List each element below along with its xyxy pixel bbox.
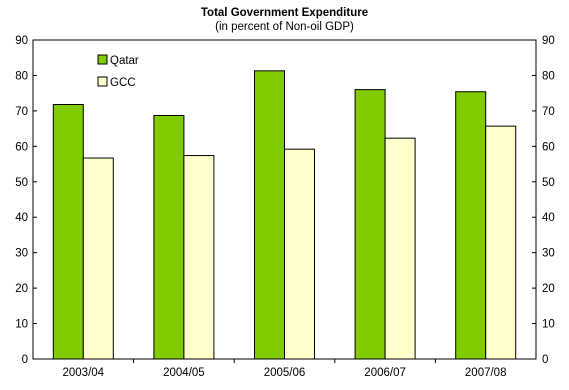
y-tick-label-left: 30: [15, 248, 28, 260]
y-tick-label-left: 60: [15, 141, 28, 153]
x-tick-label: 2004/05: [163, 367, 205, 379]
chart-title: Total Government Expenditure: [200, 7, 369, 19]
bar-gcc-2003-04: [82, 157, 114, 360]
bar-qatar-2007-08: [455, 91, 487, 360]
y-tick-label-left: 90: [15, 35, 28, 47]
y-tick-label-left: 0: [22, 354, 28, 366]
y-tick-label-left: 50: [15, 177, 28, 189]
y-tick-label-left: 70: [15, 106, 28, 118]
y-tick-label-right: 10: [542, 319, 555, 331]
legend: Qatar GCC: [97, 54, 139, 89]
y-tick-label-right: 90: [542, 35, 555, 47]
bar-qatar-2006-07: [354, 89, 386, 360]
bar-qatar-2004-05: [153, 114, 185, 360]
y-tick-label-left: 80: [15, 70, 28, 82]
x-tick-label: 2006/07: [364, 367, 406, 379]
bar-gcc-2004-05: [183, 155, 215, 360]
bar-gcc-2006-07: [384, 137, 416, 360]
x-tick-label: 2005/06: [264, 367, 306, 379]
legend-label-gcc: GCC: [110, 77, 136, 89]
x-tick-label: 2003/04: [63, 367, 105, 379]
y-tick-label-right: 70: [542, 106, 555, 118]
y-tick-label-right: 80: [542, 70, 555, 82]
y-tick-label-right: 0: [542, 354, 548, 366]
y-tick-label-right: 60: [542, 141, 555, 153]
bar-gcc-2007-08: [485, 125, 517, 360]
legend-swatch-qatar: [97, 54, 108, 65]
y-tick-label-left: 40: [15, 212, 28, 224]
y-tick-label-right: 50: [542, 177, 555, 189]
bar-qatar-2003-04: [52, 104, 84, 360]
x-tick-label: 2007/08: [465, 367, 507, 379]
chart-subtitle: (in percent of Non-oil GDP): [215, 21, 354, 33]
y-tick-label-left: 10: [15, 319, 28, 331]
legend-swatch-gcc: [97, 76, 108, 87]
plot-area: 0 0 10 10 20 20 30 30 40 40 50 50 60 60 70 70 80 80 90 90 20…: [15, 35, 555, 379]
legend-label-qatar: Qatar: [110, 55, 139, 67]
y-tick-label-left: 20: [15, 283, 28, 295]
y-tick-label-right: 40: [542, 212, 555, 224]
bar-gcc-2005-06: [284, 148, 315, 360]
y-tick-label-right: 20: [542, 283, 555, 295]
bar-qatar-2005-06: [254, 70, 285, 360]
y-tick-label-right: 30: [542, 248, 555, 260]
